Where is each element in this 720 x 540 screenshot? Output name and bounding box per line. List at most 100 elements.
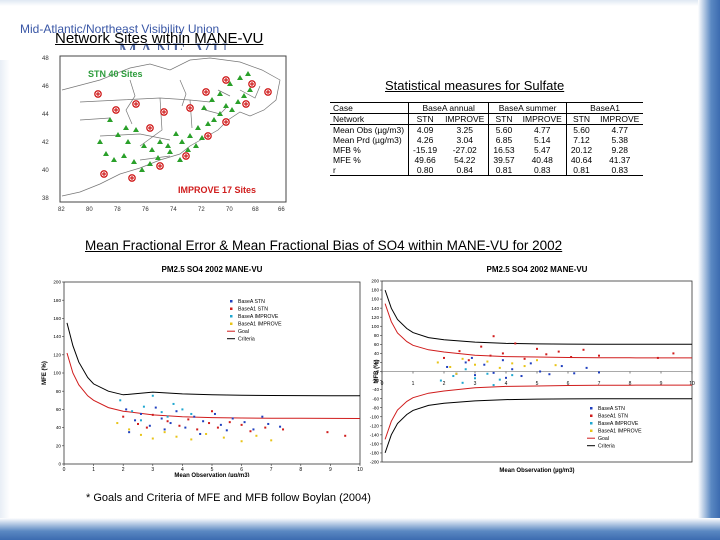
stn-site-marker <box>121 153 127 158</box>
series-basea1-improve <box>436 357 557 375</box>
y-tick-label: 40 <box>56 425 62 430</box>
x-tick-label: 4 <box>181 467 184 473</box>
data-point <box>160 417 163 420</box>
x-tick-label: 2 <box>122 467 125 473</box>
table-cell: 0.81 <box>488 165 519 176</box>
header-basea-summer: BaseA summer <box>488 102 567 114</box>
table-cell: 0.81 <box>565 165 597 176</box>
curve-criteria-lower <box>384 398 692 454</box>
lon-tick-70: 70 <box>226 207 233 213</box>
organization-header: Mid-Atlantic/Northeast Visibility Union <box>20 22 220 36</box>
x-tick-label: 10 <box>689 381 695 387</box>
stn-site-marker <box>195 125 201 130</box>
data-point <box>190 412 193 415</box>
mfb-chart: PM2.5 SO4 2002 MANE-VU0 1 2 3 4 5 6 7 8 9 10200180… <box>370 265 695 474</box>
x-tick-label: 0 <box>63 467 66 473</box>
data-point <box>656 356 659 359</box>
x-tick-label: 3 <box>474 381 477 387</box>
stn-site-marker <box>235 99 241 104</box>
x-tick-label: 8 <box>299 467 302 473</box>
x-tick-label: 1 <box>412 381 415 387</box>
stn-site-marker <box>217 91 223 96</box>
table-cell: 39.57 <box>488 155 519 165</box>
stn-site-marker <box>245 71 251 76</box>
stn-site-marker <box>167 149 173 154</box>
lon-tick-72: 72 <box>198 207 205 213</box>
y-tick-label: 160 <box>53 316 61 321</box>
table-cell: 5.47 <box>533 145 551 155</box>
data-point <box>523 357 526 360</box>
data-point <box>219 423 222 426</box>
lat-tick-48: 48 <box>42 56 49 62</box>
y-tick-label: 0 <box>58 462 61 467</box>
data-point <box>264 426 267 429</box>
legend-entry: BaseA1 IMPROVE <box>598 429 642 435</box>
data-point <box>175 410 178 413</box>
x-tick-label: 6 <box>567 381 570 387</box>
y-tick-label: 20 <box>374 360 380 365</box>
data-point <box>222 436 225 439</box>
data-point <box>446 365 449 368</box>
data-point <box>205 432 208 435</box>
data-point <box>122 415 125 418</box>
improve-site-marker <box>156 162 164 170</box>
data-point <box>436 361 439 364</box>
x-axis-label: Mean Observation (µg/m3) <box>499 468 574 474</box>
y-tick-label: -40 <box>372 387 379 392</box>
data-point <box>270 439 273 442</box>
data-point <box>199 432 202 435</box>
table-cell: -27.02 <box>452 145 477 155</box>
row-label: Mean Obs (µg/m3) <box>333 125 405 135</box>
series-basea-improve <box>119 394 193 422</box>
table-cell: 5.14 <box>533 135 551 145</box>
improve-site-marker <box>160 108 168 116</box>
table-cell: 5.38 <box>611 135 628 145</box>
y-tick-label: 100 <box>371 324 379 329</box>
legend-swatch <box>230 315 233 318</box>
improve-site-marker <box>112 106 120 114</box>
curve-criteria <box>66 322 361 397</box>
y-tick-label: 60 <box>56 407 62 412</box>
data-point <box>557 350 560 353</box>
data-point <box>523 365 526 368</box>
improve-site-marker <box>146 124 154 132</box>
map-title: Network Sites within MANE-VU <box>55 30 264 47</box>
slide-bottom-edge <box>0 518 720 540</box>
stn-site-marker <box>147 161 153 166</box>
lat-tick-42: 42 <box>42 140 49 146</box>
stn-site-marker <box>125 139 131 144</box>
y-tick-label: 60 <box>374 342 380 347</box>
table-cell: 5.60 <box>488 124 519 135</box>
data-point <box>514 342 517 345</box>
improve-site-marker <box>128 174 136 182</box>
legend-swatch <box>590 414 593 417</box>
data-point <box>166 420 169 423</box>
stn-site-marker <box>241 93 247 98</box>
data-point <box>505 376 507 379</box>
data-point <box>196 428 199 431</box>
x-tick-label: 10 <box>357 467 363 473</box>
x-tick-label: 5 <box>536 381 539 387</box>
table-cell: 3.04 <box>456 135 474 145</box>
data-point <box>255 434 258 437</box>
y-tick-label: 120 <box>371 315 379 320</box>
stn-site-marker <box>201 105 207 110</box>
series-basea1-stn <box>443 335 675 362</box>
table-cell: IMPROVE <box>518 113 567 125</box>
x-axis-label: Mean Observation (µg/m3) <box>174 473 249 477</box>
lat-tick-46: 46 <box>42 84 49 90</box>
table-row: Network STN IMPROVE STN IMPROVE STN IMPROVE <box>330 113 644 125</box>
improve-site-marker <box>204 132 212 140</box>
table-cell: IMPROVE <box>596 113 644 125</box>
data-point <box>208 422 211 425</box>
improve-site-marker <box>242 100 250 108</box>
table-cell: 41.37 <box>609 155 631 165</box>
stn-site-marker <box>229 107 235 112</box>
legend-swatch <box>590 422 593 425</box>
table-row: Mean Prd (µg/m3) 4.26 3.04 6.85 5.14 7.12 5.38 <box>330 135 643 145</box>
data-point <box>573 372 576 375</box>
data-point <box>511 362 514 365</box>
y-tick-label: -140 <box>370 432 380 437</box>
stn-site-marker <box>141 143 147 148</box>
